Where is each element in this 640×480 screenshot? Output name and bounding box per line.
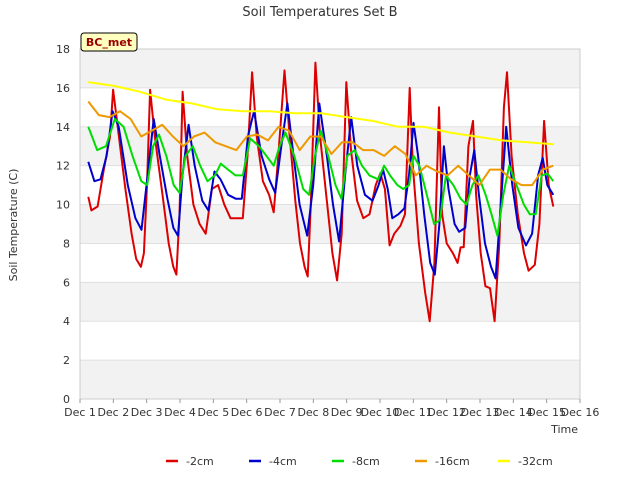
series-line-4cm bbox=[87, 102, 555, 280]
series-line-8cm bbox=[87, 118, 555, 237]
x-tick-label: Dec 1 bbox=[64, 406, 96, 419]
series-lines bbox=[87, 61, 555, 323]
y-tick-label: 12 bbox=[56, 160, 70, 173]
x-tick-label: Dec 16 bbox=[561, 406, 600, 419]
legend: -2cm -4cm -8cm -16cm -32cm bbox=[166, 455, 553, 468]
plot-frame bbox=[79, 48, 581, 400]
x-tick-label: Dec 4 bbox=[164, 406, 196, 419]
x-tick-labels: Dec 1 Dec 2 Dec 3 Dec 4 Dec 5 Dec 6 Dec 7 Dec 8… bbox=[64, 399, 599, 419]
x-tick-label: Dec 12 bbox=[427, 406, 466, 419]
y-tick-label: 10 bbox=[56, 199, 70, 212]
x-tick-label: Dec 13 bbox=[461, 406, 500, 419]
legend-label: -2cm bbox=[186, 455, 214, 468]
y-tick-label: 0 bbox=[63, 393, 70, 406]
band-0-2 bbox=[80, 360, 580, 399]
x-axis-label: Time bbox=[550, 423, 578, 436]
legend-label: -4cm bbox=[269, 455, 297, 468]
series-line-16cm bbox=[87, 100, 554, 187]
y-tick-label: 6 bbox=[63, 276, 70, 289]
chart-title: Soil Temperatures Set B bbox=[242, 5, 397, 20]
y-tick-label: 2 bbox=[63, 354, 70, 367]
x-tick-label: Dec 3 bbox=[131, 406, 163, 419]
x-tick-label: Dec 5 bbox=[197, 406, 229, 419]
y-tick-label: 4 bbox=[63, 315, 70, 328]
x-tick-label: Dec 10 bbox=[361, 406, 400, 419]
legend-label: -8cm bbox=[352, 455, 380, 468]
band-2-4 bbox=[80, 321, 580, 361]
y-tick-label: 16 bbox=[56, 82, 70, 95]
x-tick-label: Dec 8 bbox=[297, 406, 329, 419]
x-tick-label: Dec 7 bbox=[264, 406, 296, 419]
legend-label: -16cm bbox=[435, 455, 470, 468]
y-tick-label: 18 bbox=[56, 43, 70, 56]
series-line-2cm bbox=[87, 61, 555, 323]
band-4-6 bbox=[80, 282, 580, 322]
y-tick-label: 14 bbox=[56, 121, 70, 134]
station-label: BC_met bbox=[86, 36, 132, 49]
x-tick-label: Dec 6 bbox=[231, 406, 263, 419]
x-tick-label: Dec 2 bbox=[97, 406, 129, 419]
x-tick-label: Dec 15 bbox=[527, 406, 566, 419]
band-6-8 bbox=[80, 243, 580, 283]
band-16-18 bbox=[80, 49, 580, 88]
y-axis-label: Soil Temperature (C) bbox=[7, 169, 20, 282]
y-tick-labels: 0 2 4 6 8 10 12 14 16 18 bbox=[56, 43, 70, 406]
station-badge: BC_met bbox=[80, 32, 138, 52]
x-tick-label: Dec 11 bbox=[394, 406, 433, 419]
x-tick-label: Dec 14 bbox=[494, 406, 533, 419]
y-tick-label: 8 bbox=[63, 237, 70, 250]
x-tick-label: Dec 9 bbox=[331, 406, 363, 419]
series-line-32cm bbox=[88, 81, 554, 146]
legend-label: -32cm bbox=[518, 455, 553, 468]
band-14-16 bbox=[80, 87, 580, 127]
